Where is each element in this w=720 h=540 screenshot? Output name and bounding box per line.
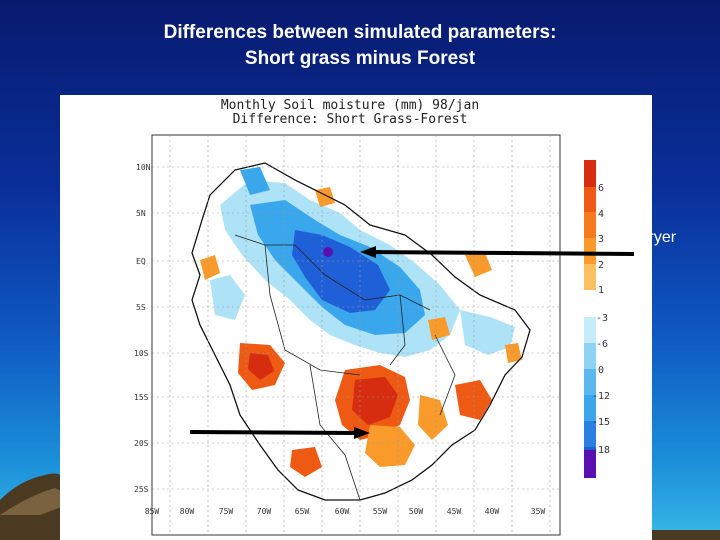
colorbar-label: 6 xyxy=(598,183,604,194)
lon-label: 65W xyxy=(295,507,310,516)
lat-label: 10N xyxy=(136,163,151,172)
colorbar-swatch xyxy=(584,238,596,264)
colorbar-swatch xyxy=(584,421,596,447)
lat-label: 5N xyxy=(136,209,146,218)
colorbar-label: 4 xyxy=(598,209,604,220)
colorbar-label: -15 xyxy=(592,417,610,428)
colorbar-label: -12 xyxy=(592,391,610,402)
colorbar-label: 0 xyxy=(598,365,604,376)
colorbar-swatch xyxy=(584,160,596,187)
colorbar-label: -18 xyxy=(592,445,610,456)
lon-label: 50W xyxy=(409,507,424,516)
lat-label: 25S xyxy=(134,485,149,494)
dryer-arrow-shaft xyxy=(371,250,635,256)
dryer-callout: Dryer xyxy=(637,229,677,246)
colorbar-swatch xyxy=(584,395,596,421)
lat-label: 20S xyxy=(134,439,149,448)
lat-label: EQ xyxy=(136,257,146,266)
colorbar-label: 2 xyxy=(598,260,604,271)
lon-label: 70W xyxy=(257,507,272,516)
lon-labels: 85W 80W 75W 70W 65W 60W 55W 50W 45W 40W … xyxy=(145,507,546,516)
colorbar-label: -3 xyxy=(596,313,608,324)
moister-arrow-shaft xyxy=(189,430,357,435)
soil-moisture-map-figure: Monthly Soil moisture (mm) 98/jan Differ… xyxy=(60,95,652,540)
lat-label: 15S xyxy=(134,393,149,402)
moister-callout: Moister xyxy=(80,401,133,418)
moister-regions xyxy=(210,167,515,357)
coastline xyxy=(191,162,531,501)
lon-label: 35W xyxy=(531,507,546,516)
colorbar-swatch xyxy=(584,264,596,290)
dryer-regions xyxy=(200,187,522,477)
lon-label: 45W xyxy=(447,507,462,516)
colorbar-label: -6 xyxy=(596,339,608,350)
colorbar-swatch xyxy=(584,212,596,238)
figure-title: Monthly Soil moisture (mm) 98/jan Differ… xyxy=(60,99,640,127)
country-borders xyxy=(234,234,456,501)
colorbar-swatch xyxy=(584,343,596,369)
slide-title-line1: Differences between simulated parameters… xyxy=(163,22,557,43)
slide-title-line2: Short grass minus Forest xyxy=(244,48,476,69)
lon-label: 60W xyxy=(335,507,350,516)
map-plot: 10N 5N EQ 5S 10S 15S 20S 25S 85W 80W 75W… xyxy=(134,134,610,536)
colorbar-label: 3 xyxy=(598,234,604,245)
lon-label: 85W xyxy=(145,507,160,516)
colorbar-swatch xyxy=(584,450,596,478)
colorbar-label: 1 xyxy=(598,285,604,296)
slide-title: Differences between simulated parameters… xyxy=(0,20,720,72)
lat-label: 5S xyxy=(136,303,146,312)
colorbar-swatch xyxy=(584,369,596,395)
lat-label: 10S xyxy=(134,349,149,358)
lon-label: 80W xyxy=(180,507,195,516)
lon-label: 40W xyxy=(485,507,500,516)
colorbar-swatch xyxy=(584,187,596,212)
lon-label: 75W xyxy=(219,507,234,516)
lon-label: 55W xyxy=(373,507,388,516)
grid-lines xyxy=(152,135,560,535)
colorbar-swatch xyxy=(584,317,596,343)
figure-title-line1: Monthly Soil moisture (mm) 98/jan xyxy=(220,98,480,113)
colorbar xyxy=(584,160,596,478)
figure-title-line2: Difference: Short Grass-Forest xyxy=(232,112,468,127)
lat-labels: 10N 5N EQ 5S 10S 15S 20S 25S xyxy=(134,163,151,494)
colorbar-labels: 6 4 3 2 1 -3 -6 0 -12 -15 -18 xyxy=(592,183,610,456)
moister-arrow-head xyxy=(354,427,370,439)
dryer-arrow-head xyxy=(360,246,376,258)
